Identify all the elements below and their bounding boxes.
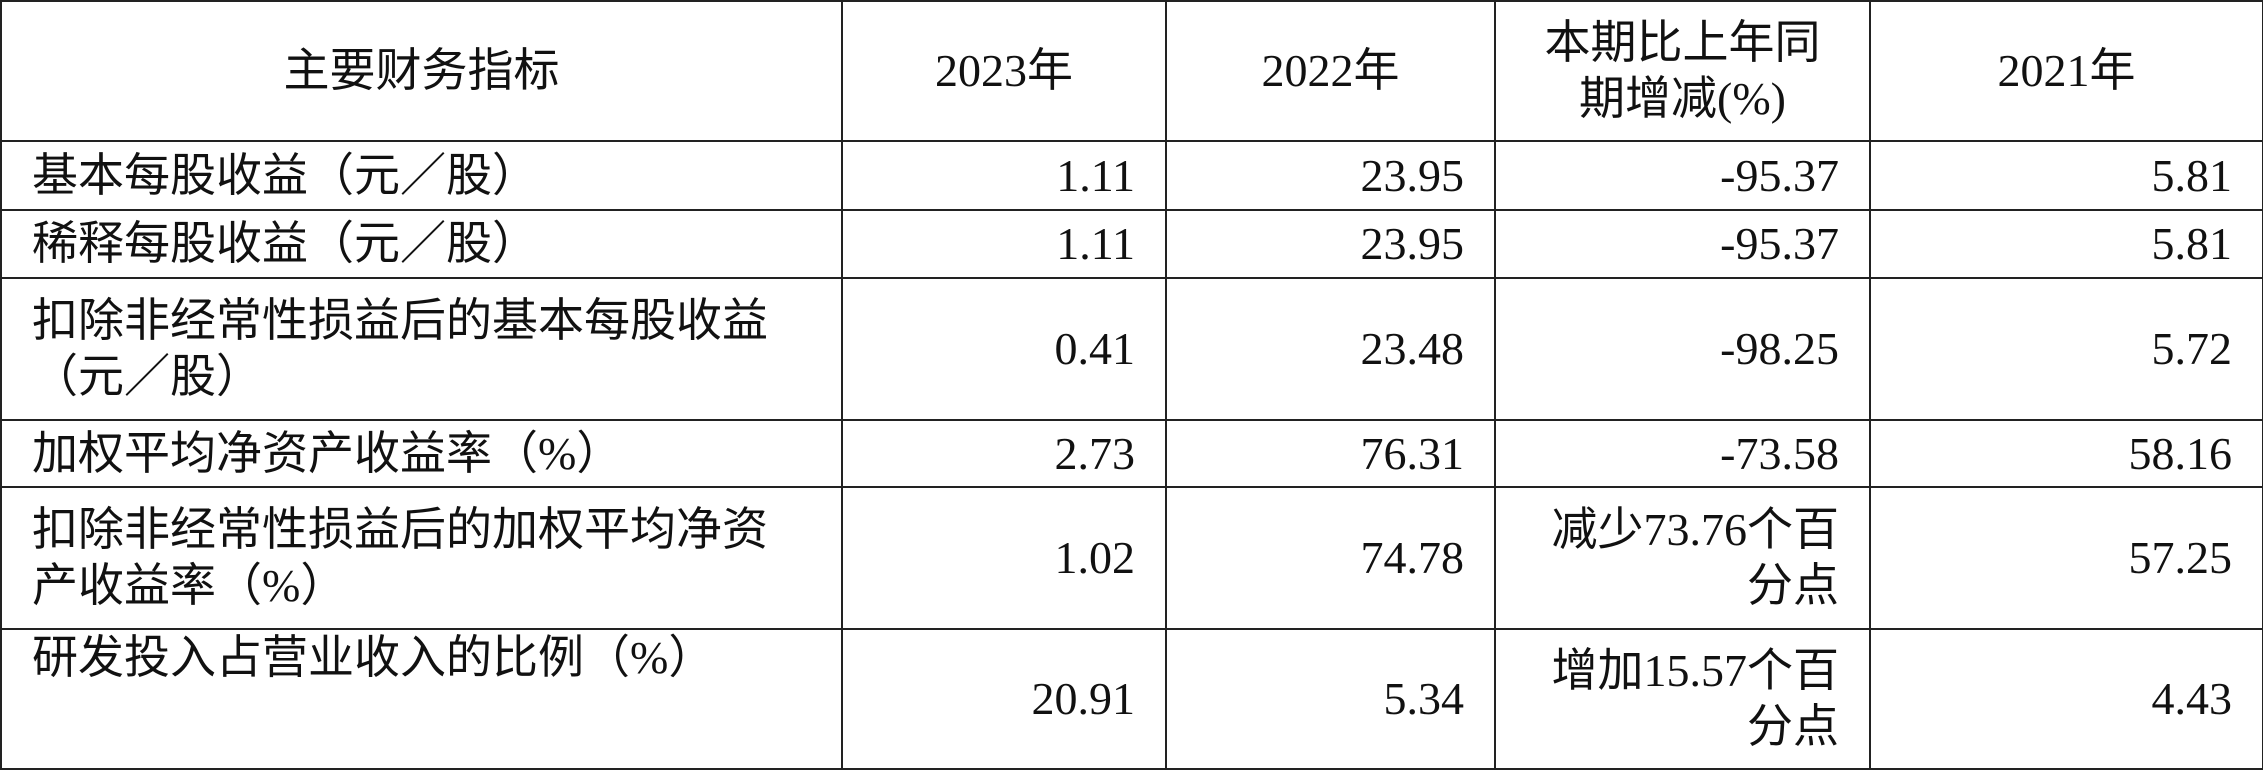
data-row: 稀释每股收益（元／股） 1.11 23.95 -95.37 5.81 (0, 209, 2263, 279)
data-row: 基本每股收益（元／股） 1.11 23.95 -95.37 5.81 (0, 140, 2263, 211)
header-cell: 2023年 (841, 0, 1167, 142)
value-cell: -73.58 (1494, 419, 1871, 488)
value-cell: 76.31 (1165, 419, 1496, 488)
value-cell: 23.95 (1165, 209, 1496, 279)
header-cell: 2021年 (1869, 0, 2263, 142)
value-cell: -98.25 (1494, 277, 1871, 421)
data-row: 扣除非经常性损益后的基本每股收益（元／股） 0.41 23.48 -98.25 5.72 (0, 277, 2263, 421)
row-label: 扣除非经常性损益后的加权平均净资产收益率（%） (0, 486, 843, 630)
value-cell: 5.81 (1869, 140, 2263, 211)
row-label: 稀释每股收益（元／股） (0, 209, 843, 279)
data-row: 研发投入占营业收入的比例（%） 20.91 5.34 增加15.57个百分点 4.43 (0, 628, 2263, 770)
value-cell: 1.02 (841, 486, 1167, 630)
value-cell: 1.11 (841, 209, 1167, 279)
value-cell: -95.37 (1494, 140, 1871, 211)
value-cell: 增加15.57个百分点 (1494, 628, 1871, 770)
value-cell: 74.78 (1165, 486, 1496, 630)
row-label: 基本每股收益（元／股） (0, 140, 843, 211)
value-cell: 23.48 (1165, 277, 1496, 421)
data-row: 加权平均净资产收益率（%） 2.73 76.31 -73.58 58.16 (0, 419, 2263, 488)
value-cell: -95.37 (1494, 209, 1871, 279)
header-row: 主要财务指标 2023年 2022年 本期比上年同期增减(%) 2021年 (0, 0, 2263, 142)
value-cell: 5.34 (1165, 628, 1496, 770)
value-cell: 2.73 (841, 419, 1167, 488)
row-label: 扣除非经常性损益后的基本每股收益（元／股） (0, 277, 843, 421)
row-label: 研发投入占营业收入的比例（%） (0, 628, 843, 770)
header-cell: 主要财务指标 (0, 0, 843, 142)
header-cell: 本期比上年同期增减(%) (1494, 0, 1871, 142)
header-cell: 2022年 (1165, 0, 1496, 142)
value-cell: 23.95 (1165, 140, 1496, 211)
value-cell: 1.11 (841, 140, 1167, 211)
value-cell: 5.81 (1869, 209, 2263, 279)
value-cell: 20.91 (841, 628, 1167, 770)
value-cell: 57.25 (1869, 486, 2263, 630)
value-cell: 4.43 (1869, 628, 2263, 770)
value-cell: 5.72 (1869, 277, 2263, 421)
row-label: 加权平均净资产收益率（%） (0, 419, 843, 488)
value-cell: 58.16 (1869, 419, 2263, 488)
value-cell: 减少73.76个百分点 (1494, 486, 1871, 630)
value-cell: 0.41 (841, 277, 1167, 421)
data-row: 扣除非经常性损益后的加权平均净资产收益率（%） 1.02 74.78 减少73.76个… (0, 486, 2263, 630)
